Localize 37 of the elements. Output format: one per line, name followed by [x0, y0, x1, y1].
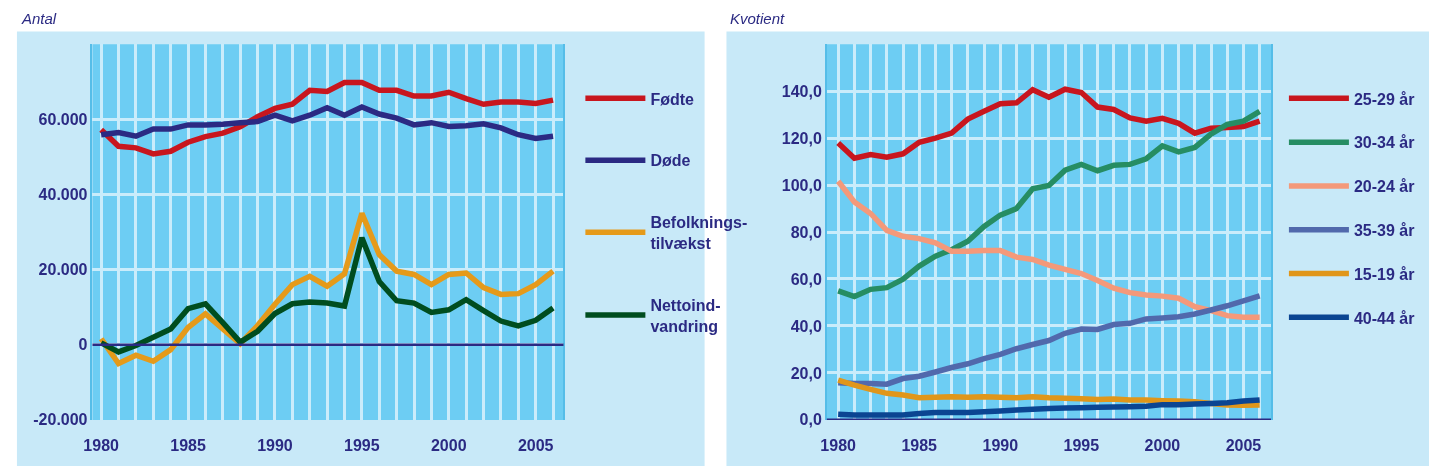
y-tick-label: 60.000	[38, 110, 88, 128]
legend-label: Befolknings- tilvækst	[650, 214, 748, 252]
x-tick-label: 2000	[430, 436, 467, 454]
x-tick-label: 1990	[982, 436, 1019, 454]
x-tick-label: 1980	[820, 436, 857, 454]
x-tick-label: 1985	[170, 436, 206, 454]
x-tick-label: 1995	[1063, 436, 1100, 454]
y-tick-label: 20,0	[790, 364, 822, 382]
y-tick-label: 100,0	[781, 176, 822, 194]
y-tick-label: 120,0	[781, 129, 822, 147]
y-tick-label: 40,0	[790, 317, 822, 335]
y-tick-label: -20.000	[33, 411, 88, 429]
legend-label: 40-44 år	[1353, 309, 1415, 327]
y-axis-title: Antal	[21, 10, 57, 27]
y-tick-label: 0,0	[799, 411, 822, 429]
x-tick-label: 1985	[901, 436, 938, 454]
y-tick-label: 0	[78, 336, 88, 354]
x-tick-label: 1980	[83, 436, 120, 454]
y-tick-label: 20.000	[38, 261, 88, 279]
y-tick-label: 80,0	[790, 223, 822, 241]
y-tick-label: 140,0	[781, 82, 822, 100]
legend-label: 35-39 år	[1353, 221, 1415, 239]
legend-label: 15-19 år	[1353, 265, 1415, 283]
y-tick-label: 40.000	[38, 186, 88, 204]
x-tick-label: 1990	[257, 436, 293, 454]
x-tick-label: 2000	[1144, 436, 1181, 454]
legend-label: 25-29 år	[1353, 90, 1415, 108]
y-axis-title: Kvotient	[730, 10, 786, 27]
x-tick-label: 2005	[517, 436, 554, 454]
x-tick-label: 2005	[1225, 436, 1262, 454]
legend-label: 30-34 år	[1353, 134, 1415, 152]
x-tick-label: 1995	[344, 436, 380, 454]
legend-label: Fødte	[650, 90, 695, 108]
legend-label: 20-24 år	[1353, 178, 1415, 196]
y-tick-label: 60,0	[790, 270, 822, 288]
legend-label: Nettoind- vandring	[650, 296, 721, 335]
legend-label: Døde	[650, 152, 691, 170]
